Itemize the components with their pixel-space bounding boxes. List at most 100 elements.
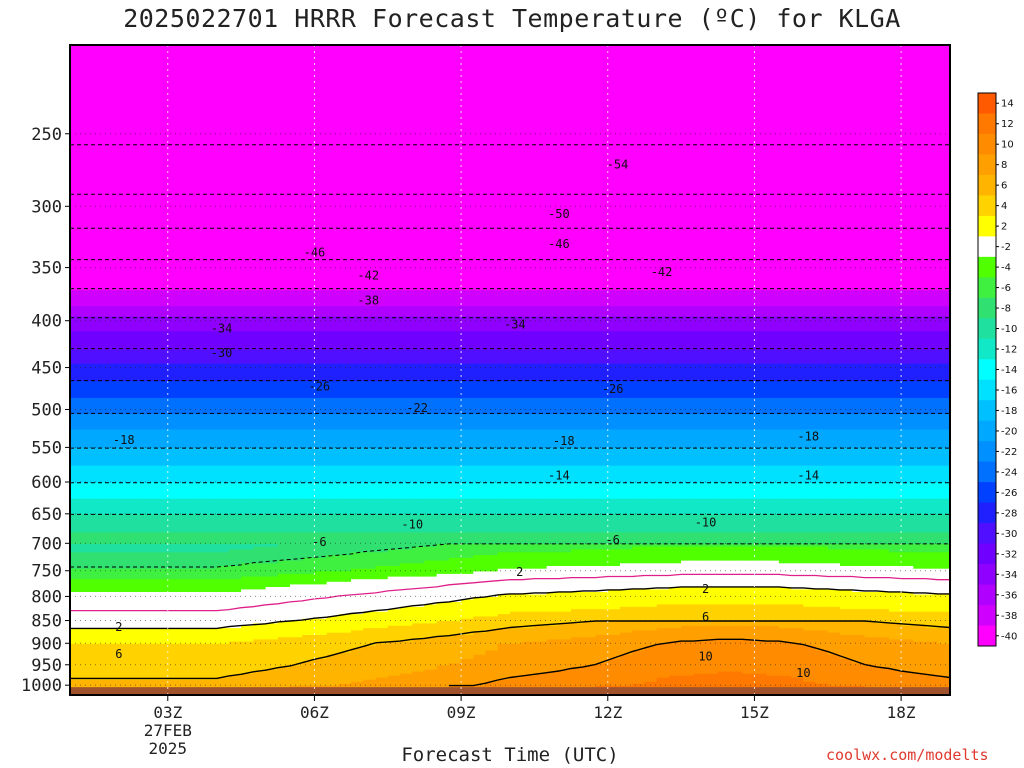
shading-cell — [314, 583, 328, 587]
shading-cell — [265, 660, 279, 664]
shading-cell — [326, 133, 340, 143]
shading-cell — [400, 185, 413, 194]
shading-cell — [253, 354, 267, 360]
shading-cell — [375, 397, 389, 403]
shading-cell — [265, 73, 279, 84]
shading-cell — [326, 636, 340, 640]
shading-cell — [228, 393, 242, 398]
shading-cell — [400, 627, 413, 631]
shading-cell — [302, 641, 315, 644]
shading-cell — [412, 320, 425, 327]
shading-cell — [400, 219, 413, 227]
shading-cell — [192, 358, 205, 364]
shading-cell — [253, 64, 267, 75]
shading-cell — [216, 45, 230, 56]
shading-cell — [412, 557, 425, 561]
shading-cell — [375, 673, 389, 676]
shading-cell — [314, 548, 328, 553]
shading-cell — [400, 82, 413, 93]
shading-cell — [204, 673, 218, 676]
shading-cell — [192, 440, 205, 445]
shading-cell — [216, 647, 230, 651]
shading-cell — [290, 634, 303, 638]
shading-cell — [314, 647, 328, 651]
shading-cell — [155, 109, 169, 119]
shading-cell — [412, 516, 425, 521]
shading-cell — [228, 522, 242, 527]
shading-cell — [326, 643, 340, 647]
shading-cell — [265, 325, 279, 332]
shading-cell — [82, 531, 95, 536]
shading-cell — [106, 495, 120, 499]
shading-cell — [351, 389, 364, 394]
shading-cell — [412, 685, 425, 688]
shading-cell — [82, 543, 95, 547]
shading-cell — [180, 638, 193, 642]
shading-cell — [338, 295, 352, 301]
shading-cell — [314, 199, 328, 207]
shading-cell — [106, 668, 120, 672]
shading-cell — [241, 315, 254, 322]
shading-cell — [192, 645, 205, 649]
shading-cell — [265, 601, 279, 605]
shading-cell — [94, 232, 108, 239]
shading-cell — [204, 603, 218, 607]
shading-cell — [302, 278, 315, 285]
shading-cell — [167, 603, 181, 607]
shading-cell — [351, 664, 364, 668]
shading-cell — [351, 525, 364, 530]
shading-cell — [94, 611, 108, 615]
shading-cell — [106, 485, 120, 490]
shading-cell — [192, 537, 205, 542]
shading-cell — [424, 199, 438, 207]
shading-cell — [351, 662, 364, 666]
shading-cell — [277, 656, 291, 659]
shading-cell — [400, 660, 413, 664]
shading-cell — [290, 618, 303, 622]
shading-cell — [290, 267, 303, 274]
shading-cell — [180, 570, 193, 574]
shading-cell — [265, 606, 279, 610]
shading-cell — [241, 598, 254, 602]
shading-cell — [265, 363, 279, 369]
shading-cell — [424, 447, 438, 452]
shading-cell — [290, 335, 303, 341]
shading-cell — [326, 117, 340, 127]
shading-cell — [314, 212, 328, 220]
shading-cell — [351, 485, 364, 490]
shading-cell — [167, 256, 181, 263]
shading-cell — [302, 573, 315, 577]
shading-cell — [94, 641, 108, 644]
shading-cell — [424, 178, 438, 187]
shading-cell — [70, 320, 83, 327]
shading-cell — [338, 534, 352, 539]
shading-cell — [400, 598, 413, 602]
shading-cell — [314, 482, 328, 486]
shading-cell — [277, 581, 291, 585]
shading-cell — [375, 436, 389, 441]
shading-cell — [94, 310, 108, 317]
shading-cell — [412, 513, 425, 518]
shading-cell — [192, 164, 205, 173]
shading-cell — [70, 164, 83, 173]
shading-cell — [314, 673, 328, 676]
shading-cell — [302, 393, 315, 398]
shading-cell — [290, 432, 303, 437]
shading-cell — [70, 625, 83, 629]
shading-cell — [94, 591, 108, 595]
shading-cell — [338, 405, 352, 411]
shading-cell — [216, 250, 230, 257]
shading-cell — [228, 629, 242, 633]
shading-cell — [216, 397, 230, 403]
shading-cell — [70, 475, 83, 480]
shading-cell — [131, 588, 144, 592]
shading-cell — [228, 498, 242, 502]
shading-cell — [155, 238, 169, 245]
shading-cell — [118, 393, 132, 398]
shading-cell — [375, 458, 389, 463]
shading-cell — [82, 666, 95, 670]
shading-cell — [228, 325, 242, 332]
shading-cell — [265, 516, 279, 521]
shading-cell — [106, 593, 120, 597]
shading-cell — [155, 409, 169, 415]
